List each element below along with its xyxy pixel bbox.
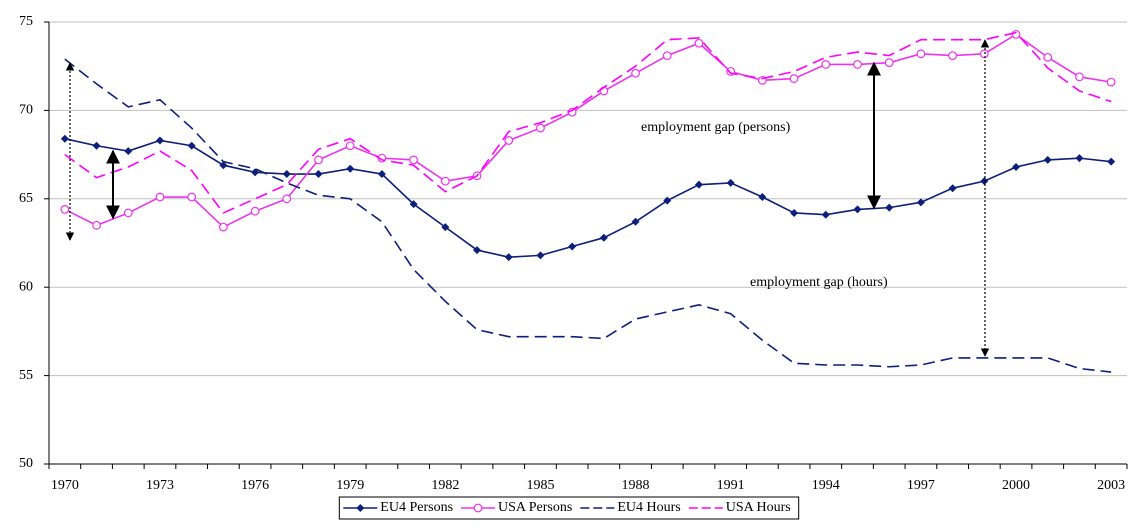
series-line (64, 33, 1112, 229)
legend: EU4 Persons USA Persons EU4 Hours USA Hours (338, 496, 800, 520)
x-tick-label: 2000 (1002, 478, 1030, 493)
point (694, 38, 704, 48)
point (504, 253, 513, 262)
series-line (64, 137, 1112, 258)
annotation: employment gap (hours) (750, 275, 888, 290)
x-tick-label: 1985 (526, 478, 554, 493)
point (948, 51, 958, 60)
point (92, 220, 101, 230)
point (853, 60, 862, 69)
point (916, 49, 926, 59)
point (345, 141, 355, 151)
legend-label: USA Hours (726, 500, 791, 515)
point (853, 205, 862, 214)
point (314, 170, 323, 179)
point (155, 136, 164, 145)
point (789, 74, 799, 83)
point (726, 178, 735, 187)
point (979, 49, 989, 59)
y-tick-label: 60 (19, 279, 33, 294)
point (758, 193, 767, 202)
point (440, 176, 450, 186)
point (504, 136, 514, 145)
y-tick-label: 65 (19, 191, 33, 206)
point (821, 60, 831, 69)
y-tick-label: 55 (19, 368, 33, 383)
x-tick-label: 1973 (146, 478, 174, 493)
point (1012, 162, 1021, 171)
point (123, 208, 133, 218)
y-tick-label: 50 (19, 456, 33, 471)
point (473, 503, 483, 513)
point (568, 242, 577, 251)
legend-label: EU4 Persons (380, 500, 453, 515)
point (441, 223, 450, 232)
point (948, 184, 957, 193)
x-tick-label: 1988 (622, 478, 650, 493)
point (536, 123, 545, 133)
x-tick-label: 1994 (812, 478, 840, 493)
point (631, 217, 640, 226)
point (473, 246, 482, 255)
point (60, 134, 69, 143)
point (356, 504, 365, 512)
point (409, 155, 419, 165)
point (884, 58, 894, 68)
point (219, 161, 228, 170)
legend-box (338, 496, 800, 520)
point (124, 147, 133, 156)
point (980, 177, 989, 186)
point (694, 180, 703, 189)
series-line (64, 31, 1112, 214)
x-tick-label: 1991 (717, 478, 745, 493)
point (1107, 157, 1116, 166)
point (1043, 52, 1053, 62)
annotation: employment gap (persons) (641, 120, 791, 135)
point (282, 194, 292, 204)
legend-label: USA Persons (498, 500, 572, 515)
point (314, 155, 323, 165)
point (92, 141, 101, 150)
point (377, 170, 386, 179)
point (663, 196, 672, 205)
point (282, 170, 291, 179)
point (885, 203, 894, 212)
point (250, 206, 260, 216)
x-tick-label: 2003 (1097, 478, 1125, 493)
point (790, 208, 799, 217)
point (1075, 72, 1084, 82)
grid: 50 55 60 65 70 75 1970 1973 1976 1979 1982 1985 1988… (19, 14, 1128, 493)
point (187, 192, 197, 202)
series-line (64, 58, 1112, 373)
point (409, 200, 418, 209)
point (821, 210, 830, 219)
point (916, 198, 925, 207)
point (1106, 77, 1116, 87)
y-tick-label: 70 (19, 103, 33, 118)
x-tick-label: 1970 (51, 478, 79, 493)
point (1075, 154, 1084, 163)
point (155, 192, 165, 202)
plot (60, 29, 1116, 373)
x-tick-label: 1982 (431, 478, 459, 493)
point (599, 233, 608, 242)
point (187, 141, 196, 150)
point (1011, 29, 1021, 39)
y-tick-label: 75 (19, 14, 33, 29)
point (218, 222, 228, 232)
x-tick-label: 1997 (907, 478, 935, 493)
point (60, 205, 70, 214)
x-tick-label: 1976 (241, 478, 269, 493)
point (536, 251, 545, 260)
point (631, 68, 640, 78)
point (346, 164, 355, 173)
x-tick-label: 1979 (336, 478, 364, 493)
point (1043, 155, 1052, 164)
legend-label: EU4 Hours (617, 500, 680, 515)
point (662, 51, 672, 60)
